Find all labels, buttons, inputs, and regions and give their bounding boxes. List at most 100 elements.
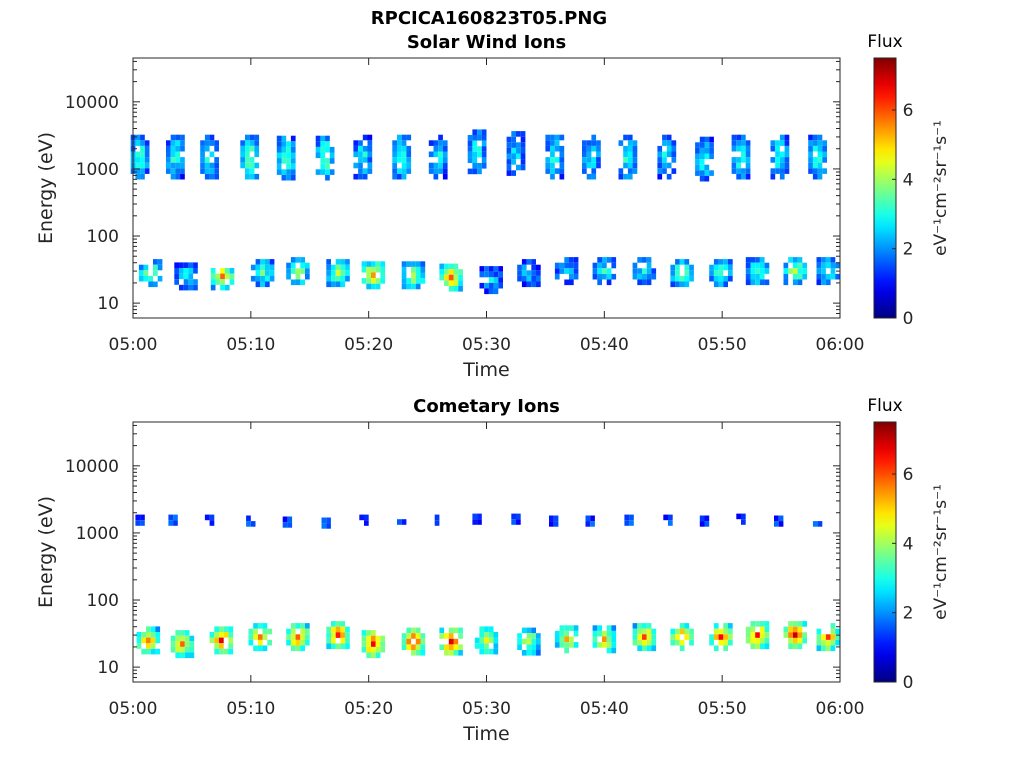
- pixel: [245, 134, 250, 141]
- pixel: [401, 261, 407, 267]
- blob-26: [361, 261, 386, 290]
- pixel: [750, 273, 756, 280]
- colorbar-tick-label: 0: [903, 673, 914, 693]
- pixel: [718, 270, 724, 276]
- pixel: [135, 520, 141, 526]
- pixel: [477, 129, 482, 135]
- pixel: [745, 273, 751, 280]
- pixel: [591, 134, 597, 141]
- pixel: [458, 627, 463, 634]
- pixel: [816, 279, 822, 286]
- pixel: [458, 633, 463, 639]
- pixel: [484, 648, 489, 655]
- pixel: [662, 162, 667, 169]
- pixel: [477, 519, 482, 525]
- blob-30: [517, 627, 541, 656]
- pixel: [367, 134, 373, 141]
- pixel: [406, 162, 412, 169]
- pixel: [209, 151, 215, 158]
- y-tick-label: 10: [97, 294, 119, 314]
- pixel: [684, 275, 690, 282]
- pixel: [253, 628, 258, 635]
- pixel: [511, 159, 516, 165]
- pixel: [329, 169, 335, 175]
- x-tick-label: 05:10: [226, 335, 275, 355]
- pixel: [835, 639, 840, 646]
- pixel: [784, 168, 790, 174]
- pixel: [184, 652, 190, 659]
- pixel: [406, 633, 412, 639]
- pixel: [582, 168, 587, 174]
- pixel: [775, 145, 780, 152]
- pixel: [193, 284, 198, 291]
- pixel: [784, 162, 790, 169]
- pixel: [585, 521, 591, 527]
- pixel: [397, 134, 402, 141]
- pixel: [155, 626, 161, 632]
- pixel: [723, 281, 728, 288]
- pixel: [265, 281, 270, 288]
- pixel: [166, 168, 171, 174]
- pixel: [745, 262, 751, 269]
- pixel: [254, 162, 260, 169]
- pixel: [362, 134, 368, 141]
- pixel: [143, 264, 149, 271]
- pixel: [153, 270, 158, 276]
- panel-2: Cometary Ions 10 100 1000 10000 Energy (eV) 05…: [35, 396, 951, 745]
- pixel: [286, 163, 291, 170]
- pixel: [467, 135, 473, 141]
- pixel: [329, 152, 335, 159]
- pixel: [704, 164, 710, 171]
- pixel: [582, 145, 587, 152]
- pixel: [573, 262, 579, 269]
- pixel: [822, 151, 827, 158]
- pixel: [286, 628, 291, 635]
- pixel: [704, 153, 710, 160]
- pixel: [520, 147, 526, 154]
- pixel: [679, 623, 685, 629]
- pixel: [684, 628, 690, 635]
- pixel: [816, 257, 822, 263]
- pixel: [821, 257, 826, 263]
- pixel: [433, 173, 439, 180]
- pixel: [564, 262, 569, 269]
- pixel: [276, 169, 282, 175]
- pixel: [592, 625, 598, 631]
- pixel: [305, 628, 310, 635]
- pixel: [564, 279, 569, 286]
- pixel: [783, 268, 789, 274]
- pixel: [632, 157, 638, 163]
- pixel: [290, 163, 296, 170]
- pixel: [506, 153, 512, 160]
- pixel: [397, 173, 402, 180]
- pixel: [488, 271, 494, 278]
- pixel: [792, 626, 798, 633]
- pixel: [448, 633, 454, 639]
- pixel: [166, 157, 171, 163]
- blob-17: [736, 513, 746, 525]
- pixel: [269, 275, 275, 282]
- pixel: [150, 632, 156, 638]
- blob-15: [657, 134, 677, 180]
- pixel: [170, 140, 176, 146]
- pixel: [335, 259, 341, 265]
- pixel: [511, 153, 516, 160]
- pixel: [821, 273, 826, 280]
- blob-13: [585, 515, 595, 527]
- pixel: [140, 157, 145, 163]
- y-tick-label: 10000: [65, 457, 119, 477]
- pixel: [741, 157, 746, 163]
- blob-27: [401, 261, 426, 290]
- pixel: [516, 142, 521, 148]
- colorbar-tick-label: 0: [903, 309, 914, 329]
- pixel: [340, 643, 346, 650]
- pixel: [582, 140, 587, 146]
- colorbar-gradient: [873, 57, 897, 319]
- pixel: [144, 140, 150, 146]
- pixel: [240, 140, 245, 146]
- pixel: [401, 638, 407, 645]
- pixel: [741, 513, 746, 520]
- pixel: [689, 275, 694, 282]
- pixel: [210, 268, 216, 274]
- pixel: [637, 279, 642, 286]
